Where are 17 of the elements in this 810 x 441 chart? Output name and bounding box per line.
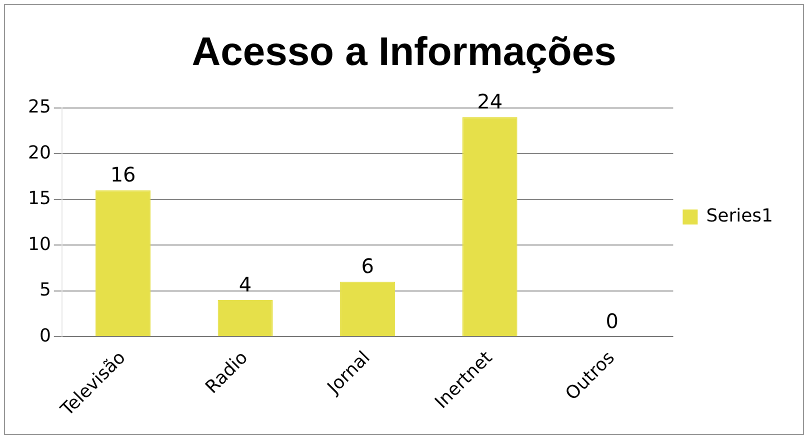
y-tick-label: 10 [28, 234, 51, 255]
y-tick-label: 5 [39, 280, 51, 301]
data-label: 4 [238, 272, 252, 296]
y-tick-label: 25 [28, 96, 51, 118]
data-label: 0 [606, 308, 618, 333]
y-tick-label: 20 [28, 142, 51, 164]
data-label: 16 [110, 162, 136, 187]
bar [218, 300, 273, 336]
chart-title: Acesso a Informações [192, 30, 616, 74]
bar [462, 117, 518, 336]
data-label: 24 [477, 89, 503, 114]
y-tick-label: 0 [39, 325, 51, 346]
bar [96, 190, 151, 336]
legend-label: Series1 [706, 206, 774, 227]
data-label: 6 [361, 254, 374, 278]
bar [340, 282, 396, 336]
y-tick-label: 15 [28, 188, 51, 210]
